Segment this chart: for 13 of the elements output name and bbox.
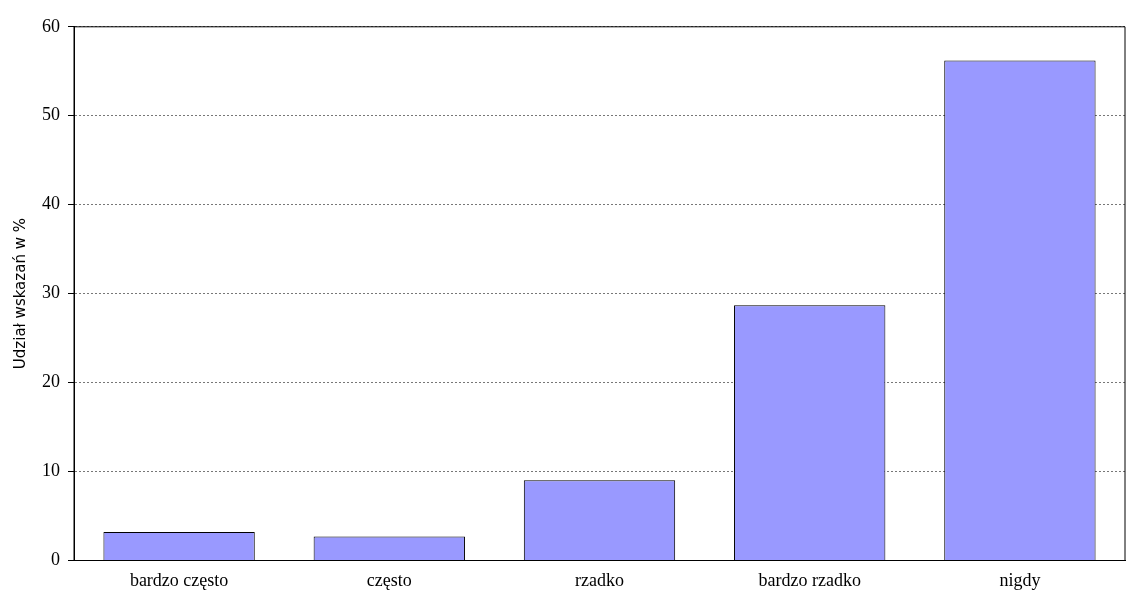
- y-tick-label: 20: [42, 371, 60, 392]
- y-tick-label: 0: [51, 549, 60, 570]
- y-tick-label: 60: [42, 15, 60, 36]
- y-tick-label: 40: [42, 193, 60, 214]
- x-tick-label: bardzo często: [129, 569, 229, 590]
- y-tick-label: 50: [42, 104, 60, 125]
- x-tick-label: nigdy: [999, 569, 1041, 590]
- y-axis-title: Udział wskazań w %: [10, 218, 29, 370]
- x-tick-label: często: [366, 569, 412, 590]
- x-tick-label: rzadko: [575, 569, 624, 590]
- y-tick-label: 30: [42, 282, 60, 303]
- y-tick-label: 10: [42, 460, 60, 481]
- x-tick-label: bardzo rzadko: [758, 569, 861, 590]
